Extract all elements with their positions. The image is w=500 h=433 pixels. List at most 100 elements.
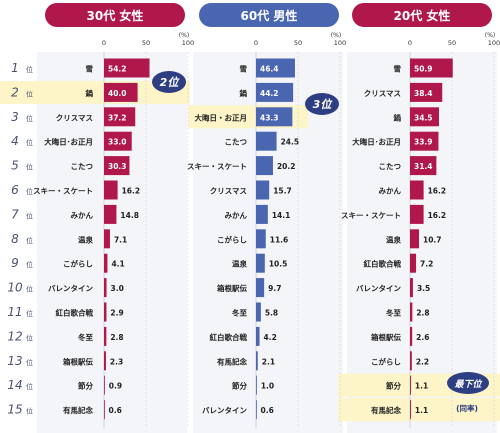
x-tick-label: 0 <box>408 39 412 47</box>
value-label: 1.1 <box>415 382 428 391</box>
value-label: 38.4 <box>414 89 433 98</box>
value-label: 1.1 <box>415 406 428 415</box>
x-tick-label: 50 <box>448 39 456 47</box>
callout-2nd-bubble <box>152 71 186 93</box>
value-label: 30.3 <box>108 162 127 171</box>
bar-4 <box>410 131 439 151</box>
value-label: 31.4 <box>414 162 433 171</box>
value-label: 20.2 <box>277 162 296 171</box>
rank-number: 4 <box>11 134 19 148</box>
callout-3rd-text: 3位 <box>313 98 334 111</box>
value-label: 43.3 <box>260 113 279 122</box>
value-label: 37.2 <box>108 113 127 122</box>
bar-5 <box>104 156 130 176</box>
value-label: 0.6 <box>261 406 274 415</box>
x-tick-label: 100 <box>334 39 346 47</box>
category-label: こたつ <box>379 161 402 171</box>
category-label: 有馬記念 <box>63 405 93 415</box>
value-label: 2.6 <box>416 333 429 342</box>
bar-4 <box>256 131 277 151</box>
x-tick-label: 0 <box>102 39 106 47</box>
category-label: 箱根駅伝 <box>217 283 247 293</box>
bar-14 <box>256 375 257 395</box>
bar-11 <box>256 302 261 322</box>
rank-number: 1 <box>11 61 19 75</box>
category-label: 温泉 <box>386 234 401 244</box>
value-label: 33.0 <box>108 138 127 147</box>
value-label: 34.5 <box>414 113 433 122</box>
bar-4 <box>104 131 132 151</box>
bar-2 <box>104 82 138 102</box>
callout-2nd-text: 2位 <box>160 76 181 89</box>
rank-suffix: 位 <box>26 382 33 391</box>
bar-13 <box>410 351 412 371</box>
value-label: 44.2 <box>260 89 279 98</box>
category-label: 大晦日･お正月 <box>44 137 93 147</box>
rank-number: 13 <box>7 354 22 368</box>
bar-14 <box>410 375 411 395</box>
rank-suffix: 位 <box>26 211 33 220</box>
chart-title-badge <box>352 3 492 27</box>
chart-title: 60代 男性 <box>241 8 298 23</box>
chart-panel-3: 20代 女性 0 50 100(%) 雪 50.9 クリスマス 38.4 鍋 34.5 大晦日･お正… <box>341 3 500 428</box>
category-label: 節分 <box>386 381 401 391</box>
bar-7 <box>410 204 424 224</box>
rank-number: 10 <box>7 281 23 295</box>
x-tick-label: 0 <box>254 39 258 47</box>
value-label: 16.2 <box>122 187 141 196</box>
value-label: 15.7 <box>273 187 292 196</box>
bar-1 <box>256 58 295 78</box>
rank-suffix: 位 <box>26 285 33 294</box>
x-tick-label: 100 <box>182 39 194 47</box>
rank-number: 8 <box>11 232 19 246</box>
callout-lowest-text: 最下位 <box>454 379 482 390</box>
value-label: 9.7 <box>268 284 281 293</box>
chart-panel-1: 30代 女性 0 50 100(%) 雪 54.2 鍋 40.0 クリスマス 37.2 大晦日･お正… <box>33 3 194 428</box>
category-label: みかん <box>71 211 94 220</box>
bar-8 <box>256 229 266 249</box>
category-label: 有馬記念 <box>371 405 401 415</box>
callout-3rd-bubble <box>305 93 339 115</box>
category-label: 紅白歌合戦 <box>56 308 94 318</box>
bar-15 <box>256 400 257 420</box>
category-label: こがらし <box>217 234 247 244</box>
value-label: 50.9 <box>414 65 433 74</box>
value-label: 4.2 <box>264 333 277 342</box>
x-tick-label: 50 <box>142 39 150 47</box>
highlight-nabe-30s <box>0 80 190 104</box>
axis-unit: (%) <box>331 32 341 39</box>
axis-unit: (%) <box>179 32 189 39</box>
bar-1 <box>104 58 150 78</box>
rank-number: 7 <box>11 207 19 221</box>
bar-13 <box>256 351 258 371</box>
chart-title: 20代 女性 <box>394 8 451 23</box>
bar-3 <box>256 107 293 127</box>
category-label: 冬至 <box>78 332 93 342</box>
bar-12 <box>256 326 260 346</box>
value-label: 24.5 <box>281 138 300 147</box>
bar-9 <box>104 253 108 273</box>
category-label: 雪 <box>86 65 94 74</box>
rank-suffix: 位 <box>26 187 33 196</box>
bar-12 <box>104 326 107 346</box>
category-label: バレンタイン <box>356 283 401 293</box>
bar-2 <box>256 82 294 102</box>
chart-title-badge <box>199 3 339 27</box>
bar-8 <box>410 229 419 249</box>
rank-number: 9 <box>11 256 19 270</box>
bar-9 <box>410 253 417 273</box>
axis-unit: (%) <box>485 32 495 39</box>
rank-suffix: 位 <box>26 89 33 98</box>
category-label: スキー・スケート <box>33 187 93 196</box>
value-label: 11.6 <box>270 235 289 244</box>
category-label: 鍋 <box>86 88 94 98</box>
value-label: 10.5 <box>269 260 288 269</box>
rank-number: 12 <box>7 329 22 343</box>
value-label: 2.9 <box>110 309 123 318</box>
chart-title-badge <box>45 3 185 27</box>
category-label: クリスマス <box>364 88 401 98</box>
rank-suffix: 位 <box>26 333 33 342</box>
value-label: 5.8 <box>265 309 278 318</box>
category-label: 箱根駅伝 <box>371 332 401 342</box>
